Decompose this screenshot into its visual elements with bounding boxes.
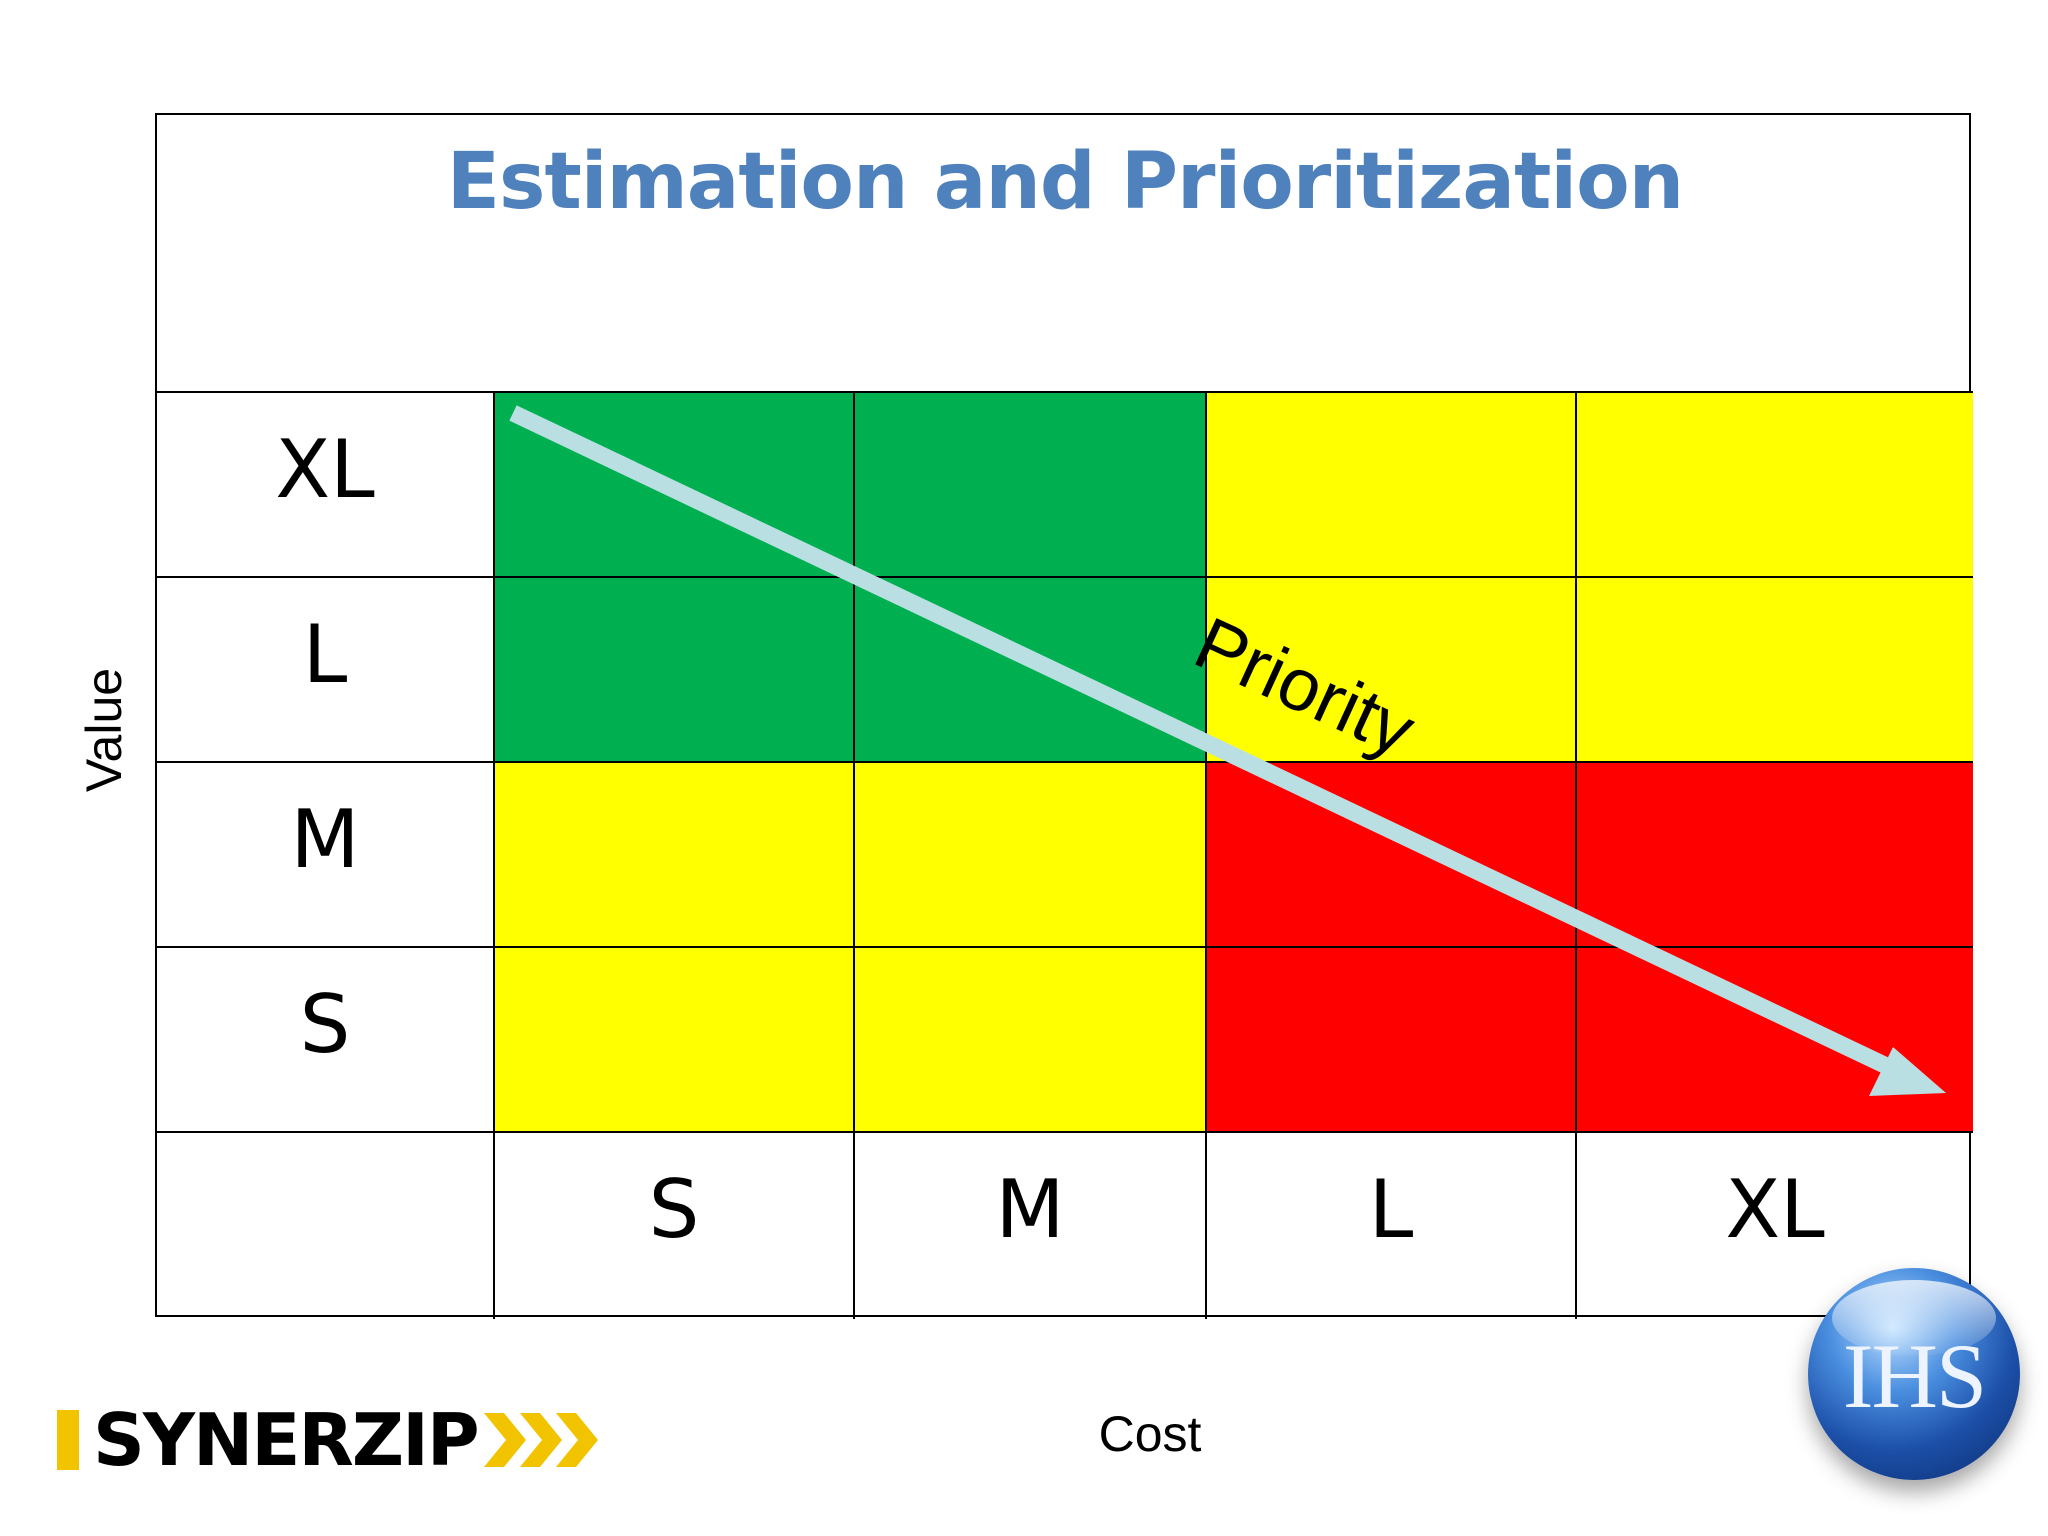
corner-cell bbox=[157, 1133, 495, 1319]
col-label-text: XL bbox=[1725, 1162, 1825, 1256]
col-label-text: M bbox=[995, 1162, 1065, 1256]
matrix-cell bbox=[1577, 948, 1973, 1133]
col-label-xl: XL bbox=[1577, 1133, 1973, 1319]
col-label-m: M bbox=[855, 1133, 1207, 1319]
matrix-cell bbox=[855, 393, 1207, 578]
ihs-wordmark: IHS bbox=[1842, 1325, 1987, 1427]
matrix-cell bbox=[855, 578, 1207, 763]
matrix-cell bbox=[495, 578, 855, 763]
logo-bar bbox=[57, 1410, 79, 1470]
row-label-l: L bbox=[157, 578, 495, 763]
row-label-s: S bbox=[157, 948, 495, 1133]
row-label-text: L bbox=[302, 608, 348, 701]
row-label-m: M bbox=[157, 763, 495, 948]
matrix-cell bbox=[495, 948, 855, 1133]
matrix-cell bbox=[1577, 578, 1973, 763]
col-label-text: L bbox=[1368, 1162, 1414, 1256]
row-label-text: XL bbox=[275, 423, 375, 516]
x-axis-label: Cost bbox=[1098, 1406, 1202, 1462]
row-label-xl: XL bbox=[157, 393, 495, 578]
matrix-cell bbox=[1577, 763, 1973, 948]
synerzip-logo: SYNERZIP bbox=[57, 1398, 602, 1482]
matrix-cell bbox=[1207, 948, 1577, 1133]
matrix-cell bbox=[855, 948, 1207, 1133]
row-label-text: M bbox=[290, 793, 360, 886]
matrix-cell bbox=[1577, 393, 1973, 578]
matrix-cell bbox=[495, 393, 855, 578]
matrix-cell bbox=[495, 763, 855, 948]
matrix-cell bbox=[855, 763, 1207, 948]
slide-title: Estimation and Prioritization bbox=[446, 137, 1684, 227]
synerzip-wordmark: SYNERZIP bbox=[93, 1398, 480, 1482]
col-label-l: L bbox=[1207, 1133, 1577, 1319]
matrix-cell bbox=[1207, 763, 1577, 948]
ihs-logo: IHS bbox=[1808, 1268, 2020, 1480]
priority-matrix: Estimation and Prioritization XL L M S S… bbox=[155, 113, 1973, 1319]
title-cell: Estimation and Prioritization bbox=[157, 115, 1973, 393]
logo-glare bbox=[1832, 1280, 1996, 1356]
y-axis-label: Value bbox=[76, 667, 132, 793]
matrix-cell bbox=[1207, 393, 1577, 578]
col-label-s: S bbox=[495, 1133, 855, 1319]
col-label-text: S bbox=[648, 1162, 700, 1256]
row-label-text: S bbox=[299, 978, 351, 1071]
chevrons-icon bbox=[483, 1413, 598, 1467]
